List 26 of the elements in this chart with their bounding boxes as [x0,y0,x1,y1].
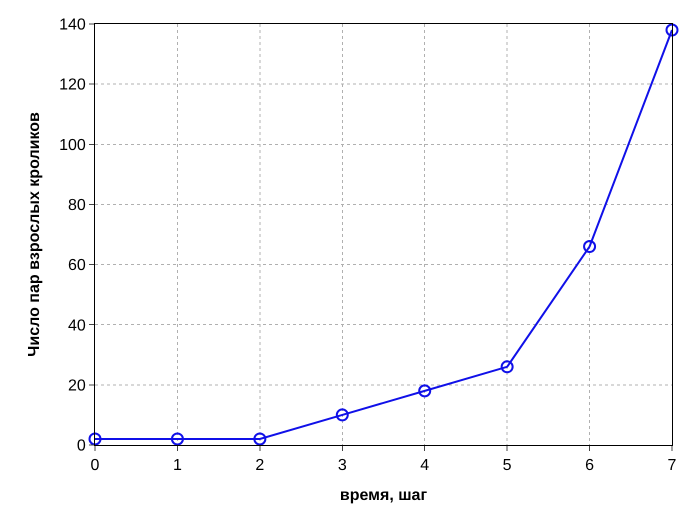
x-tick-label: 3 [338,457,347,474]
y-tick-label: 140 [59,16,86,34]
x-tick-label: 7 [668,457,677,474]
x-tick-label: 2 [255,457,264,474]
point [88,432,102,446]
point [336,408,349,422]
y-tick-label: 100 [59,136,86,154]
y-tick-label: 0 [76,438,86,455]
y-tick-label: 80 [68,197,86,214]
x-tick-label: 0 [90,457,100,474]
x-tick-label: 1 [172,457,182,474]
y-tick-label: 20 [68,377,86,394]
point [500,360,514,374]
point [583,240,596,254]
x-axis-title: время, шаг [340,486,428,504]
point [253,432,266,446]
point [418,384,432,398]
y-tick-label: 40 [68,317,86,334]
y-tick-label: 60 [68,257,86,274]
x-tick-label: 5 [502,457,512,474]
point [170,432,184,446]
x-tick-label: 4 [420,457,430,474]
y-axis-title: Число пар взрослых кроликов [26,112,43,357]
y-tick-label: 120 [59,76,86,94]
point [666,24,678,37]
x-tick-label: 6 [585,457,594,474]
